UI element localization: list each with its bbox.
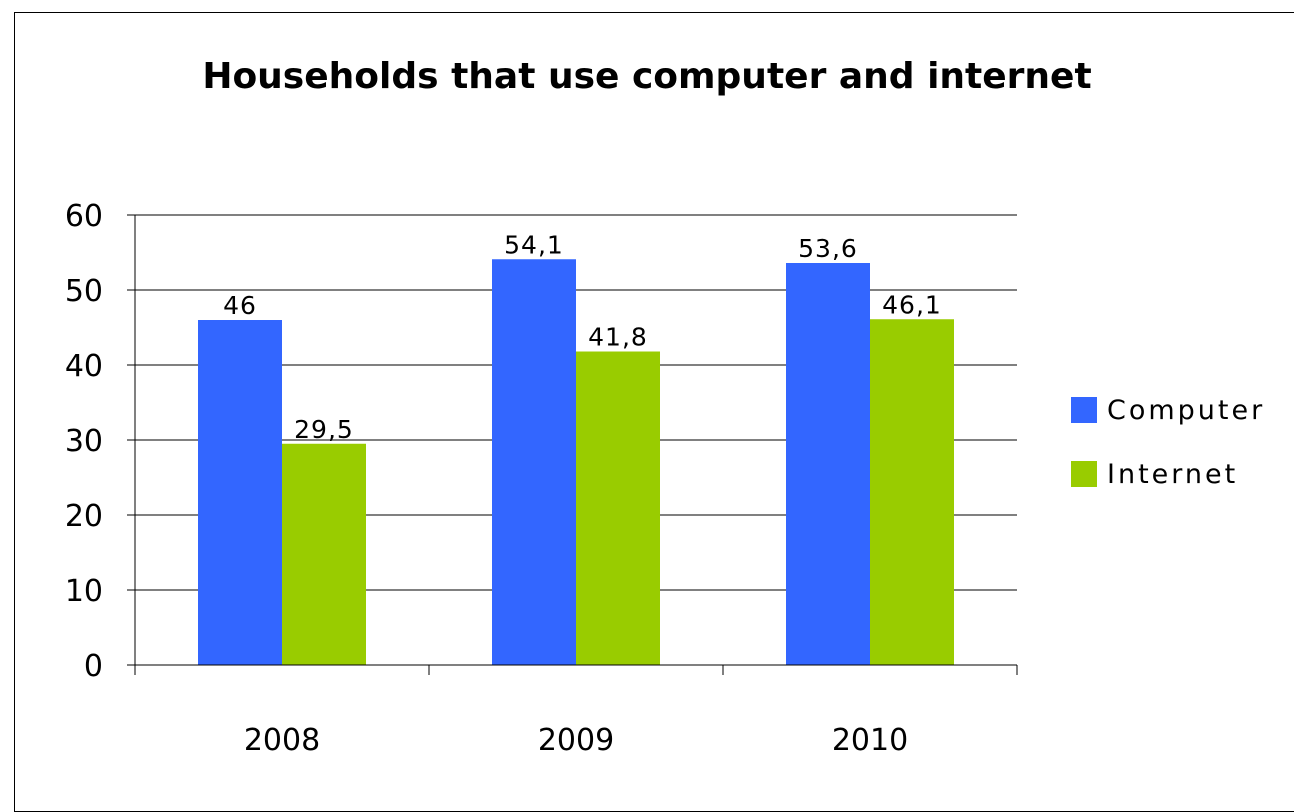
y-tick-label: 10 <box>65 574 103 609</box>
y-tick-label: 50 <box>65 274 103 309</box>
data-label: 41,8 <box>588 323 648 352</box>
legend-item-internet: Internet <box>1071 454 1265 494</box>
chart-title: Households that use computer and interne… <box>202 56 1092 97</box>
y-tick-label: 30 <box>65 424 103 459</box>
bar-internet-2009 <box>576 351 660 665</box>
bar-internet-2008 <box>282 443 366 665</box>
data-label: 46,1 <box>882 290 942 319</box>
legend: Computer Internet <box>1071 390 1265 518</box>
data-label: 54,1 <box>504 230 564 259</box>
legend-swatch-computer <box>1071 397 1097 423</box>
data-label: 29,5 <box>294 415 354 444</box>
legend-item-computer: Computer <box>1071 390 1265 430</box>
x-tick-label: 2008 <box>244 723 320 758</box>
bar-computer-2008 <box>198 320 282 665</box>
bar-internet-2010 <box>870 319 954 665</box>
data-label: 46 <box>223 291 257 320</box>
x-tick-label: 2010 <box>832 723 908 758</box>
bar-computer-2009 <box>492 259 576 665</box>
data-label: 53,6 <box>798 234 858 263</box>
legend-label-computer: Computer <box>1107 394 1266 426</box>
y-tick-label: 20 <box>65 499 103 534</box>
bar-computer-2010 <box>786 263 870 665</box>
legend-label-internet: Internet <box>1107 458 1239 490</box>
y-tick-label: 60 <box>65 199 103 234</box>
y-tick-label: 0 <box>84 649 103 684</box>
x-tick-label: 2009 <box>538 723 614 758</box>
y-tick-label: 40 <box>65 349 103 384</box>
legend-swatch-internet <box>1071 461 1097 487</box>
